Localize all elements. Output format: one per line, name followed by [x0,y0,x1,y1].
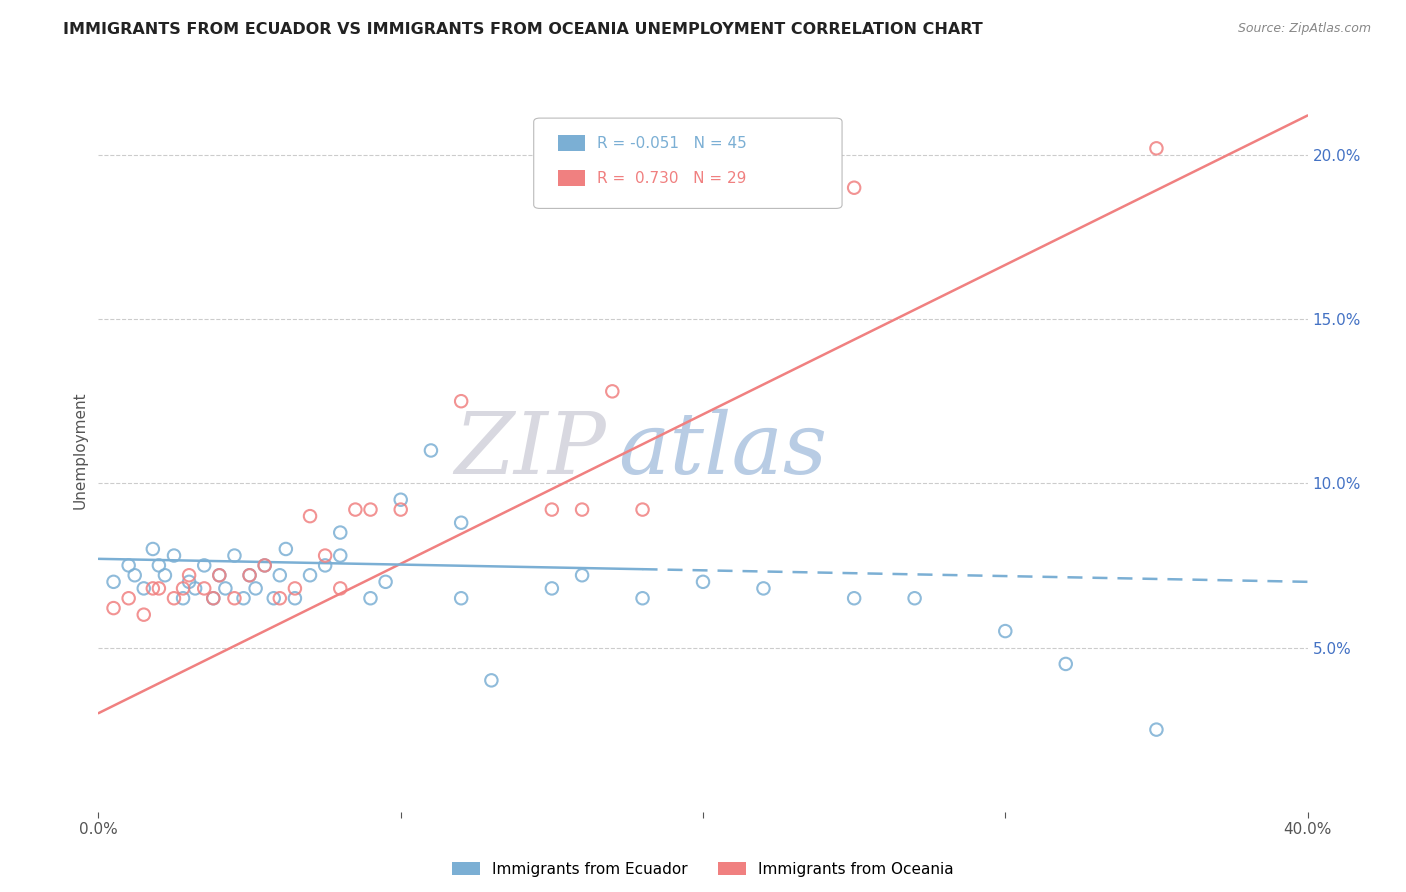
Point [224,549,246,563]
Point [202,591,225,606]
Point [179,574,201,589]
Point [202,591,225,606]
Point [314,549,336,563]
Point [389,502,412,516]
Point [752,582,775,596]
Point [481,673,503,688]
Text: IMMIGRANTS FROM ECUADOR VS IMMIGRANTS FROM OCEANIA UNEMPLOYMENT CORRELATION CHAR: IMMIGRANTS FROM ECUADOR VS IMMIGRANTS FR… [63,22,983,37]
Point [239,568,262,582]
Point [631,502,654,516]
Point [208,568,231,582]
Point [1144,141,1167,155]
Point [163,591,186,606]
Point [132,607,155,622]
Point [103,574,125,589]
Point [103,601,125,615]
Point [172,591,194,606]
Point [692,574,714,589]
Point [224,591,246,606]
Point [245,582,267,596]
Point [142,541,165,556]
Point [284,591,307,606]
Point [571,502,593,516]
Point [299,568,322,582]
Point [540,582,562,596]
FancyBboxPatch shape [558,170,585,186]
Point [153,568,176,582]
Point [389,492,412,507]
Point [239,568,262,582]
Point [602,384,624,399]
FancyBboxPatch shape [558,136,585,152]
Point [232,591,254,606]
Point [631,591,654,606]
Point [344,502,367,516]
Point [163,549,186,563]
Point [994,624,1017,639]
Point [450,394,472,409]
Point [269,568,291,582]
Point [179,568,201,582]
Point [193,582,215,596]
Point [1144,723,1167,737]
Point [450,591,472,606]
Point [374,574,396,589]
FancyBboxPatch shape [534,118,842,209]
Point [360,502,382,516]
Text: R =  0.730   N = 29: R = 0.730 N = 29 [596,170,747,186]
Point [148,582,170,596]
Point [172,582,194,596]
Point [193,558,215,573]
Point [329,525,352,540]
Text: R = -0.051   N = 45: R = -0.051 N = 45 [596,136,747,151]
Point [142,582,165,596]
Text: atlas: atlas [619,409,828,491]
Point [253,558,276,573]
Point [184,582,207,596]
Point [253,558,276,573]
Point [329,582,352,596]
Point [540,502,562,516]
Point [450,516,472,530]
Point [132,582,155,596]
Point [208,568,231,582]
Point [420,443,443,458]
Point [329,549,352,563]
Point [844,180,866,194]
Point [844,591,866,606]
Point [314,558,336,573]
Point [571,568,593,582]
Legend: Immigrants from Ecuador, Immigrants from Oceania: Immigrants from Ecuador, Immigrants from… [446,855,960,883]
Text: Source: ZipAtlas.com: Source: ZipAtlas.com [1237,22,1371,36]
Point [1054,657,1077,671]
Text: ZIP: ZIP [454,409,606,491]
Point [269,591,291,606]
Point [904,591,927,606]
Point [118,591,141,606]
Point [284,582,307,596]
Point [148,558,170,573]
Point [360,591,382,606]
Point [118,558,141,573]
Y-axis label: Unemployment: Unemployment [72,392,87,509]
Point [263,591,285,606]
Point [299,509,322,524]
Point [214,582,236,596]
Point [274,541,297,556]
Point [124,568,146,582]
